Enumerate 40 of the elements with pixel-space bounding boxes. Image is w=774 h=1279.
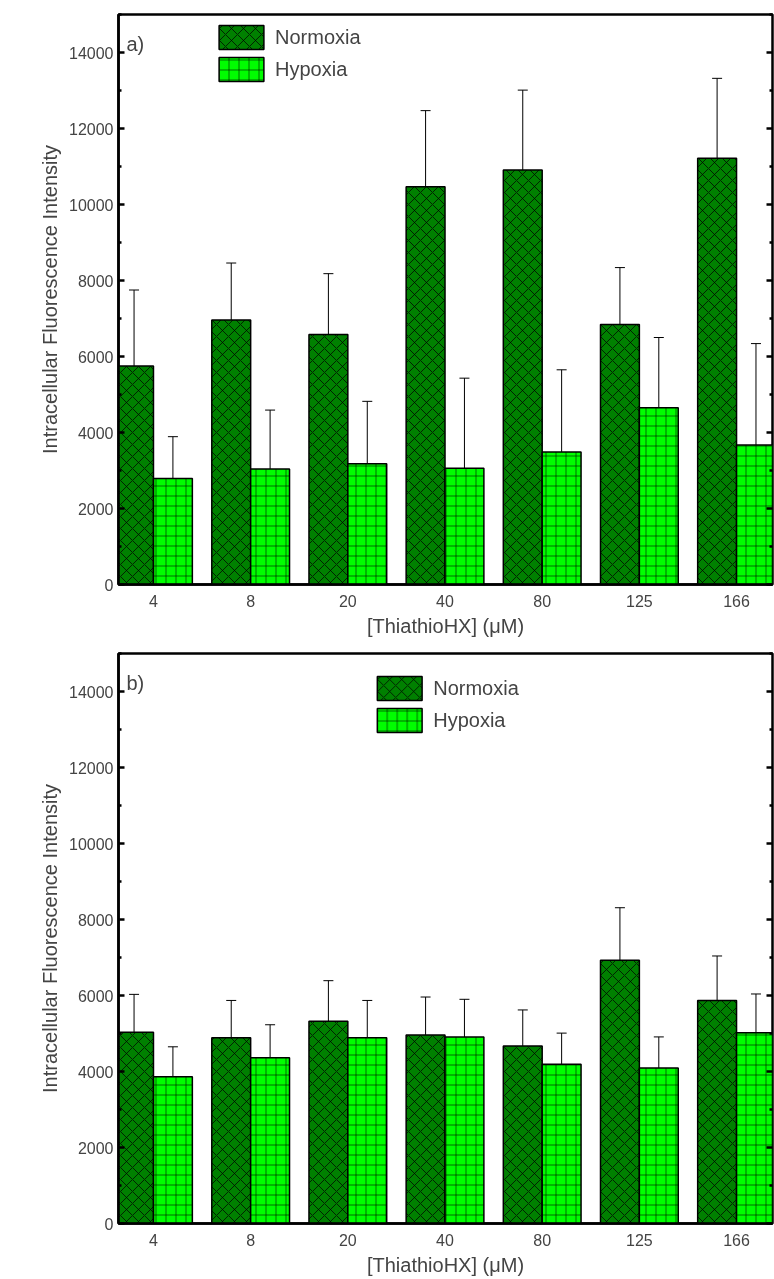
y-axis-title: Intracellular Fluorescence Intensity — [39, 144, 62, 455]
legend-label: Normoxia — [433, 676, 519, 700]
y-tick-label: 6000 — [77, 348, 114, 366]
x-tick-label: 4 — [149, 592, 159, 610]
x-tick-label: 80 — [533, 1231, 552, 1249]
y-tick-label: 12000 — [69, 120, 114, 138]
legend-label: Hypoxia — [433, 708, 506, 732]
annotation: b) — [126, 671, 145, 694]
x-tick-label: 166 — [723, 592, 750, 610]
y-tick-label: 0 — [104, 1215, 114, 1233]
y-tick-label: 4000 — [77, 424, 114, 442]
x-tick-label: 40 — [436, 592, 455, 610]
x-tick-label: 166 — [723, 1231, 750, 1249]
y-axis-title: Intracellular Fluorescence Intensity — [39, 783, 62, 1094]
y-tick-label: 10000 — [69, 196, 114, 214]
y-tick-label: 10000 — [69, 835, 114, 853]
x-tick-label: 20 — [338, 592, 357, 610]
legend-label: Hypoxia — [275, 57, 348, 81]
x-axis-title: [ThiathioHX] (μM) — [366, 614, 525, 637]
x-tick-label: 8 — [246, 592, 256, 610]
annotation: a) — [126, 32, 145, 55]
y-tick-label: 2000 — [77, 1139, 114, 1157]
y-tick-label: 8000 — [77, 272, 114, 290]
y-tick-label: 8000 — [77, 911, 114, 929]
x-tick-label: 8 — [246, 1231, 256, 1249]
x-tick-label: 4 — [149, 1231, 159, 1249]
x-tick-label: 40 — [436, 1231, 455, 1249]
x-tick-label: 80 — [533, 592, 552, 610]
x-tick-label: 125 — [626, 592, 653, 610]
y-tick-label: 14000 — [69, 683, 114, 701]
x-tick-label: 125 — [626, 1231, 653, 1249]
y-tick-label: 12000 — [69, 759, 114, 777]
x-axis-title: [ThiathioHX] (μM) — [366, 1253, 525, 1276]
y-tick-label: 2000 — [77, 500, 114, 518]
y-tick-label: 0 — [104, 576, 114, 594]
y-tick-label: 4000 — [77, 1063, 114, 1081]
y-tick-label: 6000 — [77, 987, 114, 1005]
y-tick-label: 14000 — [69, 44, 114, 62]
legend-label: Normoxia — [275, 25, 361, 49]
x-tick-label: 20 — [338, 1231, 357, 1249]
